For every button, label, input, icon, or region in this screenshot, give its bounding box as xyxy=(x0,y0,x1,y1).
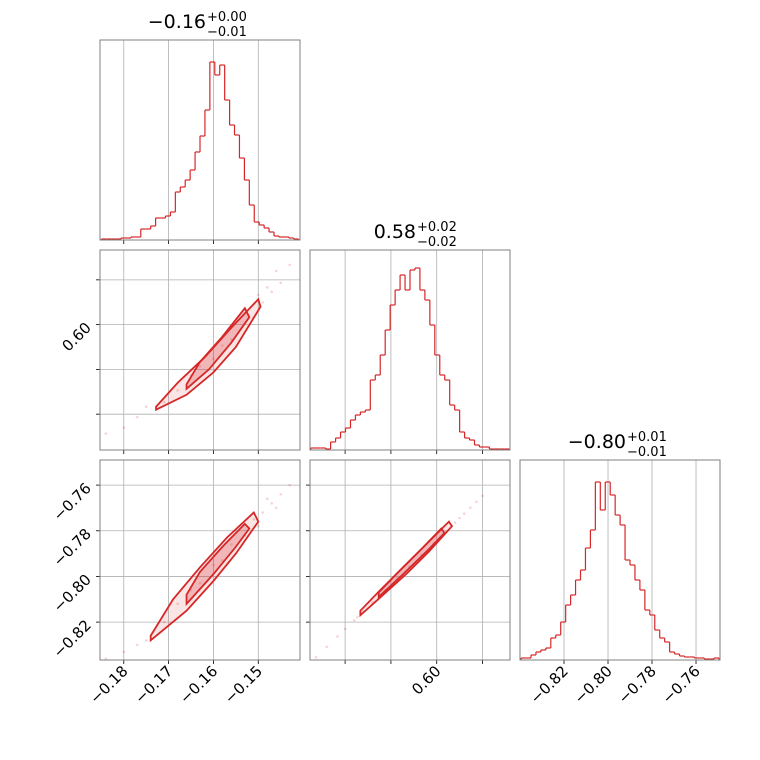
panel: 0.60 xyxy=(306,459,511,698)
panel: 0.60 xyxy=(58,249,301,454)
panel-title: −0.16 xyxy=(148,11,206,33)
title-lower: −0.02 xyxy=(417,235,457,250)
sample-point xyxy=(176,602,179,606)
sample-point xyxy=(469,506,472,510)
y-tick-label: −0.78 xyxy=(50,525,95,570)
title-lower: −0.01 xyxy=(207,25,247,40)
sample-point xyxy=(274,269,278,273)
title-upper: +0.02 xyxy=(417,220,457,235)
panel-title: 0.58 xyxy=(374,221,416,243)
sample-point xyxy=(256,293,260,297)
panel: 0.58 +0.02−0.02 xyxy=(309,220,511,454)
sample-point xyxy=(162,400,166,404)
sample-point xyxy=(212,357,215,361)
sample-point xyxy=(261,511,265,514)
panel: −0.16 +0.00−0.01 xyxy=(99,10,301,244)
sample-point xyxy=(288,483,291,487)
sample-point xyxy=(453,521,457,524)
sample-point xyxy=(144,639,148,642)
contour xyxy=(149,511,260,643)
panel-frame xyxy=(309,459,511,661)
sample-point xyxy=(475,500,478,504)
sample-point xyxy=(336,635,339,638)
sample-point xyxy=(265,286,269,289)
panel-frame xyxy=(99,459,301,661)
sample-point xyxy=(325,645,329,649)
sample-point xyxy=(270,290,274,294)
panel-frame xyxy=(99,249,301,451)
sample-point xyxy=(230,543,233,546)
sample-point xyxy=(135,643,139,647)
sample-point xyxy=(274,506,278,510)
contour xyxy=(185,522,251,607)
x-tick-label: −0.16 xyxy=(176,662,221,707)
sample-point xyxy=(261,300,265,304)
sample-point xyxy=(256,524,260,528)
sample-point xyxy=(458,516,461,520)
y-tick-label: 0.60 xyxy=(58,319,94,355)
y-tick-label: −0.82 xyxy=(50,616,95,661)
contour xyxy=(377,527,446,600)
panel-frame xyxy=(519,459,721,661)
x-tick-label: −0.80 xyxy=(571,662,616,707)
x-tick-label: −0.15 xyxy=(221,662,266,707)
sample-point xyxy=(176,388,179,392)
panel: −0.18 −0.17 −0.16 −0.15 −0.82−0.80−0.78−0.76 xyxy=(50,459,301,707)
panel-frame xyxy=(309,249,511,451)
panel-title: −0.80 xyxy=(568,431,626,453)
title-lower: −0.01 xyxy=(627,445,667,460)
sample-point xyxy=(198,365,202,368)
sample-point xyxy=(279,281,283,285)
sample-point xyxy=(352,618,356,622)
sample-point xyxy=(212,563,215,567)
sample-point xyxy=(265,497,269,501)
sample-point xyxy=(481,494,484,498)
contour xyxy=(185,306,251,391)
y-tick-label: −0.80 xyxy=(50,571,95,616)
sample-point xyxy=(279,492,283,496)
panel: −0.82−0.80−0.78−0.76−0.80 +0.01−0.01 xyxy=(519,430,721,707)
x-tick-label: −0.76 xyxy=(659,662,704,707)
sample-point xyxy=(288,263,291,267)
title-upper: +0.00 xyxy=(207,10,247,25)
x-tick-label: −0.17 xyxy=(131,662,176,707)
sample-point xyxy=(356,616,359,619)
x-tick-label: −0.18 xyxy=(86,662,131,707)
sample-point xyxy=(144,405,148,409)
sample-point xyxy=(122,426,126,429)
x-tick-label: −0.78 xyxy=(615,662,660,707)
sample-point xyxy=(198,581,202,585)
sample-point xyxy=(135,415,139,419)
sample-point xyxy=(270,502,274,505)
contour xyxy=(155,297,262,412)
sample-point xyxy=(343,627,347,631)
sample-point xyxy=(122,650,126,654)
sample-point xyxy=(314,655,318,659)
y-tick-label: −0.76 xyxy=(50,479,95,524)
title-upper: +0.01 xyxy=(627,430,667,445)
sample-point xyxy=(221,344,224,347)
sample-point xyxy=(252,518,256,521)
sample-point xyxy=(462,512,466,515)
sample-point xyxy=(104,432,108,435)
sample-point xyxy=(104,657,108,660)
panel-frame xyxy=(99,39,301,241)
x-tick-label: 0.60 xyxy=(408,662,444,698)
x-tick-label: −0.82 xyxy=(527,662,572,707)
sample-point xyxy=(162,620,166,624)
